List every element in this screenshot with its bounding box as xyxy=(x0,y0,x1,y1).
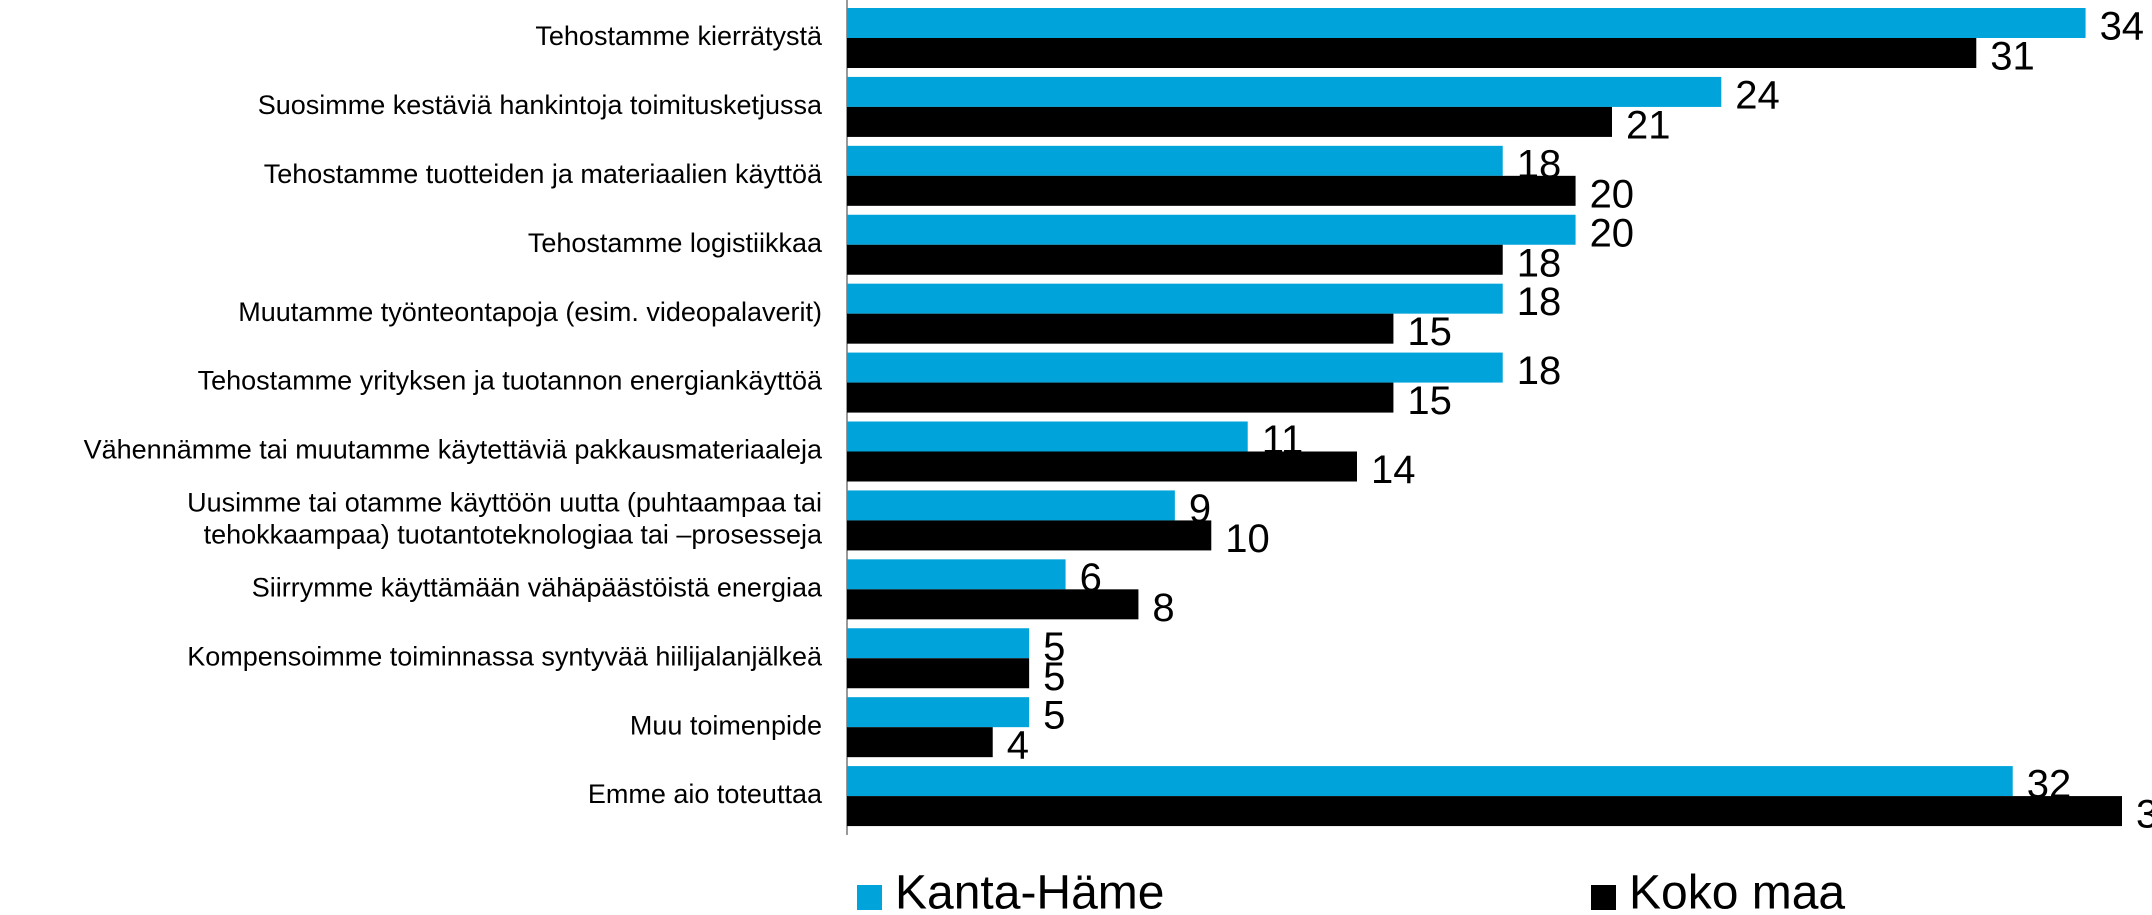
bar xyxy=(847,38,1977,68)
bar xyxy=(847,658,1030,689)
category-label: Tehostamme kierrätystä xyxy=(535,21,823,51)
data-label: 8 xyxy=(1152,586,1174,630)
bar xyxy=(847,76,1722,107)
data-label: 18 xyxy=(1517,241,1562,285)
bar xyxy=(847,145,1503,176)
bar xyxy=(847,244,1503,275)
data-label: 5 xyxy=(1043,625,1065,669)
category-label: Kompensoimme toiminnassa syntyvää hiilij… xyxy=(187,641,823,671)
bar xyxy=(847,796,2122,827)
bar xyxy=(847,766,2013,797)
bar xyxy=(847,451,1357,482)
bar xyxy=(847,589,1139,620)
legend-label: Koko maa xyxy=(1629,867,1845,915)
bar xyxy=(847,8,2086,38)
bar xyxy=(847,283,1503,314)
data-label: 5 xyxy=(1043,655,1065,699)
bar xyxy=(847,559,1066,590)
bar xyxy=(847,313,1394,344)
bar xyxy=(847,106,1612,137)
bar xyxy=(847,628,1030,659)
data-label: 31 xyxy=(1990,35,2035,79)
category-label: Emme aio toteuttaa xyxy=(588,779,823,809)
category-label: Tehostamme yrityksen ja tuotannon energi… xyxy=(198,366,823,396)
category-label: Tehostamme tuotteiden ja materiaalien kä… xyxy=(264,159,823,189)
data-label: 24 xyxy=(1735,73,1780,117)
bar xyxy=(847,352,1503,383)
legend-swatch xyxy=(857,885,882,910)
data-label: 14 xyxy=(1371,448,1416,492)
bar xyxy=(847,214,1576,245)
category-label: Tehostamme logistiikkaa xyxy=(528,228,823,258)
data-label: 4 xyxy=(1007,724,1029,768)
bar xyxy=(847,421,1248,452)
category-label: Muutamme työnteontapoja (esim. videopala… xyxy=(238,297,822,327)
data-label: 6 xyxy=(1080,556,1102,600)
legend-swatch xyxy=(1591,885,1616,910)
category-label: Siirrymme käyttämään vähäpäästöistä ener… xyxy=(252,572,823,602)
data-label: 9 xyxy=(1189,487,1211,531)
category-label: Vähennämme tai muutamme käytettäviä pakk… xyxy=(84,435,823,465)
data-label: 20 xyxy=(1590,172,1635,216)
data-label: 15 xyxy=(1407,310,1452,354)
bar xyxy=(847,520,1212,551)
bar xyxy=(847,727,993,758)
data-label: 34 xyxy=(2100,5,2145,49)
bar xyxy=(847,697,1030,728)
category-label: Suosimme kestäviä hankintoja toimitusket… xyxy=(258,90,823,120)
data-label: 15 xyxy=(1407,379,1452,423)
category-label: Muu toimenpide xyxy=(630,710,822,740)
bar xyxy=(847,175,1576,206)
data-label: 18 xyxy=(1517,349,1562,393)
category-label: Uusimme tai otamme käyttöön uutta (puhta… xyxy=(187,488,823,550)
data-label: 20 xyxy=(1590,211,1635,255)
data-label: 10 xyxy=(1225,517,1270,561)
data-label: 5 xyxy=(1043,694,1065,738)
bar xyxy=(847,490,1175,521)
legend-label: Kanta-Häme xyxy=(895,867,1164,915)
bar xyxy=(847,382,1394,413)
data-label: 35 xyxy=(2136,793,2152,837)
data-label: 21 xyxy=(1626,103,1671,147)
data-label: 18 xyxy=(1517,280,1562,324)
